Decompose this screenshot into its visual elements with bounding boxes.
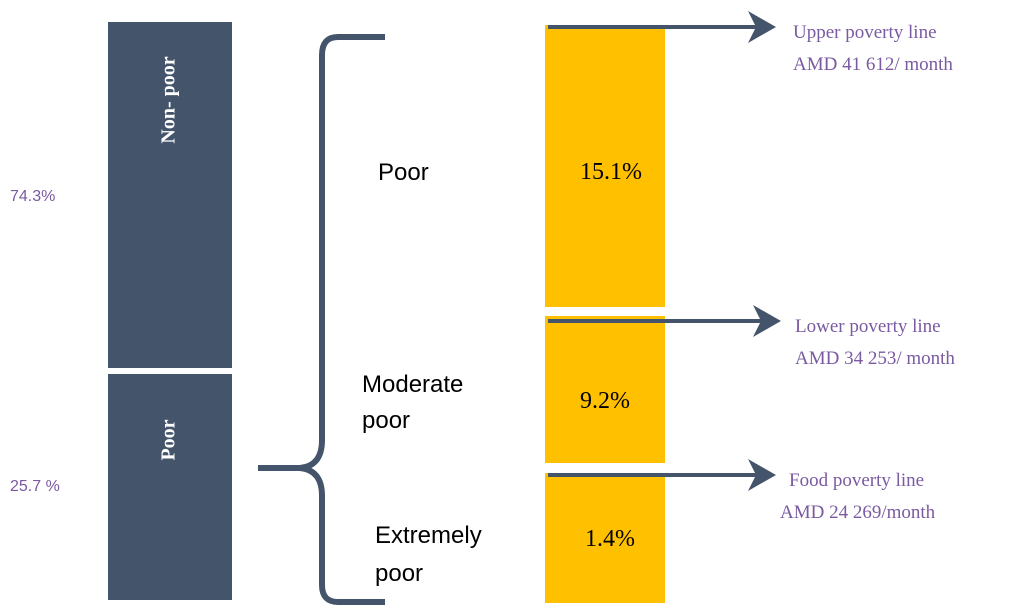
line-name: Lower poverty line [795, 316, 941, 337]
group-label: Poor [378, 159, 429, 186]
line-name: Food poverty line [789, 470, 924, 491]
group-label: poor [375, 560, 423, 587]
group-value: 15.1% [580, 159, 642, 185]
segment-label: Non- poor [158, 56, 180, 143]
moderate-bar [545, 316, 665, 463]
line-name: Upper poverty line [793, 22, 937, 43]
segment-share: 74.3% [10, 188, 55, 205]
segment-label: Poor [158, 419, 180, 460]
extreme-bar [545, 473, 665, 603]
group-label: Extremely [375, 522, 482, 549]
poor-bar [545, 25, 665, 307]
line-amount: AMD 34 253/ month [795, 348, 955, 369]
poor-segment [108, 374, 232, 600]
group-value: 1.4% [585, 526, 635, 552]
line-amount: AMD 24 269/month [780, 502, 936, 523]
group-label: Moderate [362, 371, 463, 398]
group-value: 9.2% [580, 388, 630, 414]
segment-share: 25.7 % [10, 478, 60, 495]
non-poor-segment [108, 22, 232, 368]
group-label: poor [362, 407, 410, 434]
line-amount: AMD 41 612/ month [793, 54, 953, 75]
brace [258, 34, 385, 605]
